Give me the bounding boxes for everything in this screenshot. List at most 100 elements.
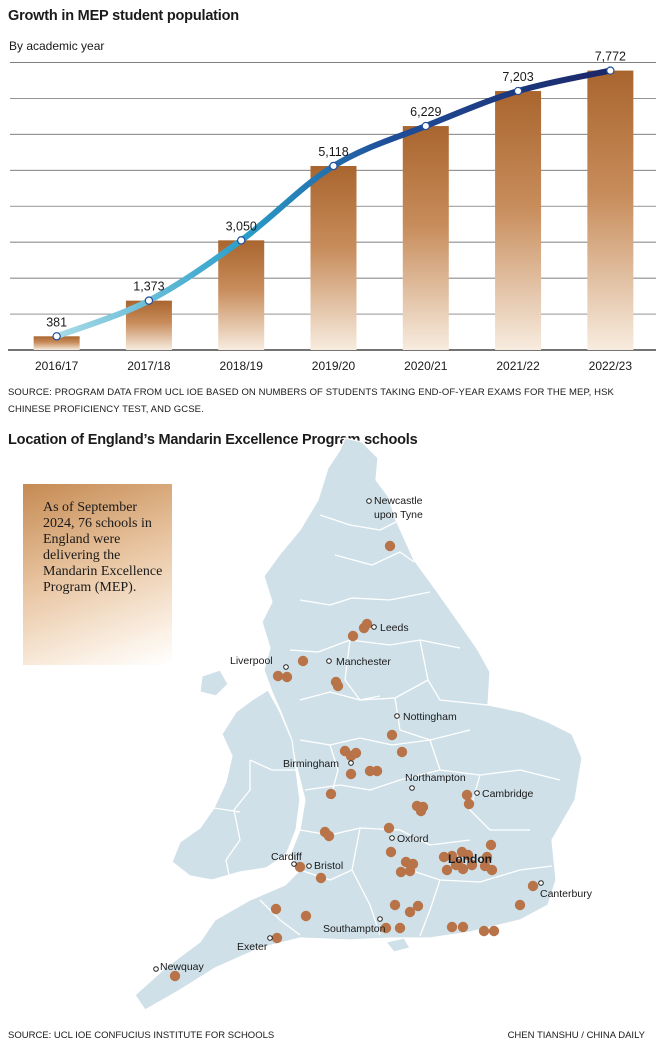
bar bbox=[402, 126, 449, 351]
x-tick-label: 2022/23 bbox=[589, 359, 633, 373]
northampton-marker bbox=[409, 785, 415, 791]
anglesey bbox=[199, 669, 229, 697]
x-tick-label: 2018/19 bbox=[220, 359, 264, 373]
bar-line-chart: 381 1,373 3,050 5,118 6,229 7,203 7,772 2016/1… bbox=[8, 50, 656, 373]
newcastle-label: Newcastle upon Tyne bbox=[374, 495, 423, 521]
cardiff-label: Cardiff bbox=[271, 851, 302, 863]
bar bbox=[310, 165, 357, 350]
map-title: Location of England’s Mandarin Excellenc… bbox=[8, 432, 418, 448]
liverpool-marker bbox=[283, 664, 289, 670]
school-marker bbox=[481, 851, 493, 863]
school-marker bbox=[386, 729, 398, 741]
cambridge-label: Cambridge bbox=[482, 788, 534, 800]
bristol-label: Bristol bbox=[314, 860, 343, 872]
school-marker bbox=[271, 932, 283, 944]
london-label: London bbox=[448, 852, 492, 866]
school-marker bbox=[395, 866, 407, 878]
x-tick-label: 2019/20 bbox=[312, 359, 356, 373]
newquay-label: Newquay bbox=[160, 961, 205, 973]
exeter-marker bbox=[267, 935, 273, 941]
cambridge-marker bbox=[474, 790, 480, 796]
isle-of-wight bbox=[384, 937, 411, 953]
chart-source: SOURCE: PROGRAM DATA FROM UCL IOE BASED … bbox=[8, 387, 614, 415]
x-tick-label: 2020/21 bbox=[404, 359, 448, 373]
school-marker bbox=[486, 864, 498, 876]
school-marker bbox=[380, 922, 392, 934]
newquay-marker bbox=[153, 966, 159, 972]
x-tick-label: 2017/18 bbox=[127, 359, 171, 373]
canterbury-label: Canterbury bbox=[540, 888, 593, 900]
value-label: 6,229 bbox=[410, 105, 441, 119]
school-marker bbox=[461, 789, 473, 801]
school-marker bbox=[315, 872, 327, 884]
callout-text: As of September 2024, 76 schools in Engl… bbox=[43, 500, 163, 595]
school-marker bbox=[394, 922, 406, 934]
school-marker bbox=[169, 970, 181, 982]
bar bbox=[33, 336, 80, 350]
school-marker bbox=[466, 859, 478, 871]
chart-subtitle: By academic year bbox=[9, 39, 105, 53]
newcastle-marker bbox=[366, 498, 372, 504]
school-marker bbox=[457, 921, 469, 933]
data-point bbox=[52, 332, 61, 341]
bristol-marker bbox=[306, 863, 312, 869]
school-marker bbox=[462, 849, 474, 861]
bar bbox=[587, 70, 634, 350]
school-marker bbox=[332, 680, 344, 692]
school-marker bbox=[358, 622, 370, 634]
bar bbox=[495, 91, 542, 350]
value-label: 3,050 bbox=[226, 219, 257, 233]
school-marker bbox=[527, 880, 539, 892]
school-marker bbox=[347, 630, 359, 642]
manchester-marker bbox=[326, 658, 332, 664]
school-marker bbox=[450, 859, 462, 871]
school-marker bbox=[383, 822, 395, 834]
school-marker bbox=[272, 670, 284, 682]
wales-landmass bbox=[171, 689, 301, 881]
credit: CHEN TIANSHU / CHINA DAILY bbox=[507, 1030, 645, 1041]
school-marker bbox=[404, 906, 416, 918]
school-marker bbox=[404, 865, 416, 877]
callout-box: As of September 2024, 76 schools in Engl… bbox=[23, 484, 172, 665]
region-borders bbox=[213, 514, 561, 937]
oxford-label: Oxford bbox=[397, 833, 429, 845]
school-marker bbox=[488, 925, 500, 937]
nottingham-label: Nottingham bbox=[403, 711, 457, 723]
southampton-marker bbox=[377, 916, 383, 922]
value-label: 1,373 bbox=[133, 280, 164, 294]
school-marker bbox=[385, 846, 397, 858]
data-point bbox=[144, 296, 154, 305]
x-tick-label: 2016/17 bbox=[35, 359, 79, 373]
cardiff-marker bbox=[291, 861, 297, 867]
exeter-label: Exeter bbox=[237, 941, 268, 953]
school-marker bbox=[300, 910, 312, 922]
school-marker bbox=[270, 903, 282, 915]
data-point bbox=[421, 121, 430, 131]
school-marker bbox=[323, 830, 335, 842]
school-marker bbox=[514, 899, 526, 911]
school-marker bbox=[396, 746, 408, 758]
southampton-label: Southampton bbox=[323, 923, 386, 935]
birmingham-marker bbox=[348, 760, 354, 766]
school-marker bbox=[463, 798, 475, 810]
map-source: SOURCE: UCL IOE CONFUCIUS INSTITUTE FOR … bbox=[8, 1030, 275, 1041]
canterbury-marker bbox=[538, 880, 544, 886]
birmingham-label: Birmingham bbox=[283, 758, 339, 770]
school-marker bbox=[485, 839, 497, 851]
oxford-marker bbox=[389, 835, 395, 841]
chart-title: Growth in MEP student population bbox=[8, 8, 239, 24]
data-point bbox=[606, 66, 615, 75]
school-marker bbox=[325, 788, 337, 800]
school-marker bbox=[446, 850, 458, 862]
leeds-marker bbox=[371, 624, 377, 630]
x-tick-label: 2021/22 bbox=[496, 359, 540, 373]
nottingham-marker bbox=[394, 713, 400, 719]
city-labels: Newcastle upon Tyne Leeds Liverpool Manch… bbox=[160, 495, 593, 973]
school-marker bbox=[478, 925, 490, 937]
value-label: 7,203 bbox=[502, 70, 533, 84]
school-marker bbox=[412, 900, 424, 912]
value-label: 5,118 bbox=[318, 145, 348, 159]
leeds-label: Leeds bbox=[380, 622, 409, 634]
school-marker bbox=[415, 805, 427, 817]
